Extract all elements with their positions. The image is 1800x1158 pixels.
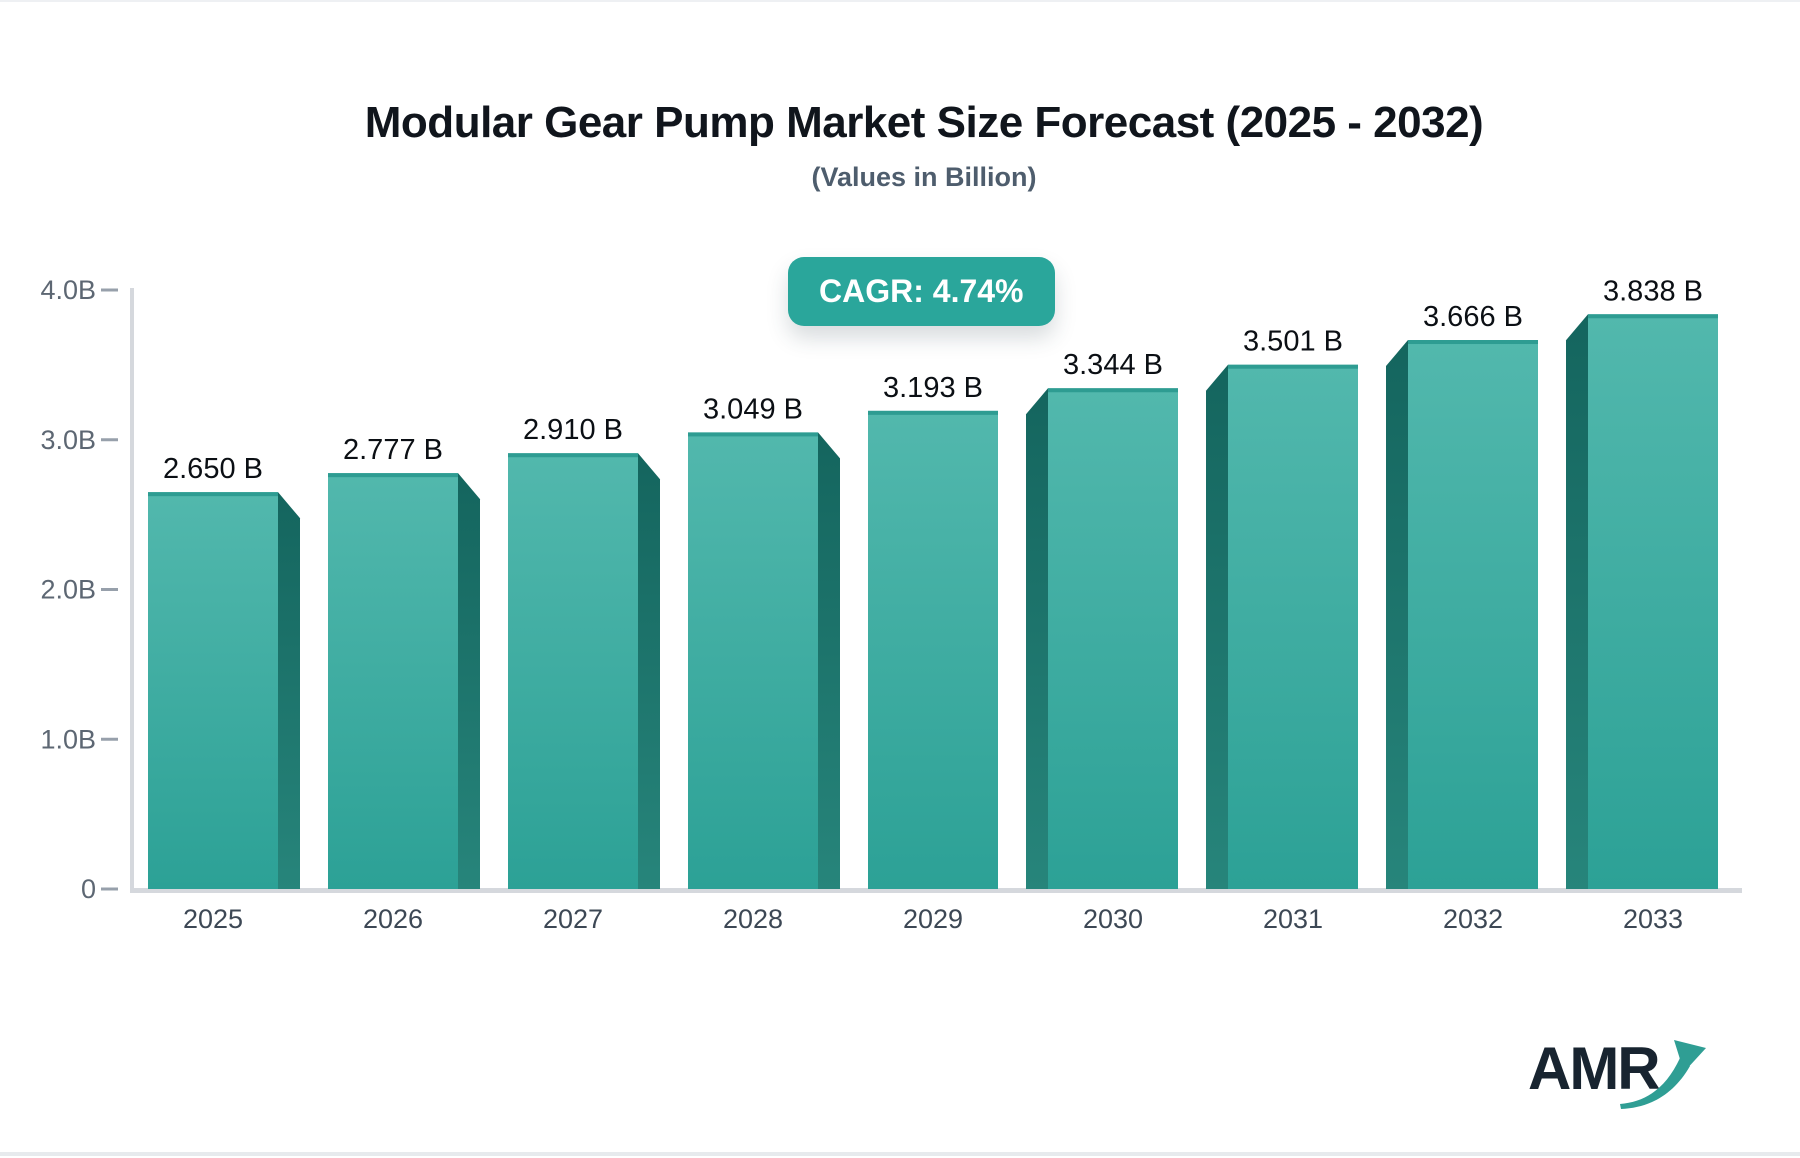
y-tick-label: 4.0B bbox=[40, 275, 96, 305]
bar-value-label: 3.344 B bbox=[1063, 349, 1163, 381]
bar-top-edge bbox=[688, 432, 818, 437]
bar-value-label: 2.777 B bbox=[343, 434, 443, 466]
x-category-label: 2030 bbox=[1083, 904, 1143, 934]
bar-front-face bbox=[688, 432, 818, 889]
x-category-label: 2032 bbox=[1443, 904, 1503, 934]
bar-value-label: 3.193 B bbox=[883, 372, 983, 404]
chart-subtitle: (Values in Billion) bbox=[811, 162, 1037, 192]
bar-top-edge bbox=[1228, 364, 1358, 369]
bar-side-face bbox=[1386, 340, 1408, 890]
x-category-label: 2025 bbox=[183, 904, 243, 934]
bar-top-edge bbox=[508, 453, 638, 458]
bar-top-edge bbox=[148, 492, 278, 497]
y-tick-label: 1.0B bbox=[40, 724, 96, 754]
bar-side-face bbox=[638, 453, 660, 889]
bar-top-edge bbox=[868, 410, 998, 415]
logo-text: AMR bbox=[1528, 1035, 1661, 1102]
bar-front-face bbox=[1048, 388, 1178, 889]
bar-2025 bbox=[148, 492, 300, 889]
bottom-divider bbox=[0, 1152, 1800, 1156]
bar-front-face bbox=[868, 410, 998, 889]
bar-front-face bbox=[1408, 340, 1538, 890]
bar-value-label: 3.666 B bbox=[1423, 301, 1523, 333]
bar-value-label: 2.650 B bbox=[163, 453, 263, 485]
bar-top-edge bbox=[1408, 340, 1538, 345]
y-tick-label: 3.0B bbox=[40, 425, 96, 455]
bar-value-label: 3.838 B bbox=[1603, 275, 1703, 307]
bar-2030 bbox=[1026, 388, 1178, 889]
bar-value-label: 3.049 B bbox=[703, 393, 803, 425]
x-category-label: 2027 bbox=[543, 904, 603, 934]
bar-2028 bbox=[688, 432, 840, 889]
brand-logo: AMR bbox=[1528, 1034, 1728, 1124]
x-category-label: 2031 bbox=[1263, 904, 1323, 934]
growth-arrow-icon bbox=[1620, 1040, 1706, 1109]
bar-2032 bbox=[1386, 340, 1538, 890]
bar-side-face bbox=[458, 473, 480, 889]
x-category-label: 2029 bbox=[903, 904, 963, 934]
bar-2029 bbox=[868, 410, 998, 889]
bar-2031 bbox=[1206, 364, 1358, 890]
bar-front-face bbox=[328, 473, 458, 889]
x-category-label: 2028 bbox=[723, 904, 783, 934]
plot-area: 0 1.0B 2.0B 3.0B 4.0B 2.650 B 2025 2.777 B 2026 2… bbox=[40, 275, 1742, 934]
x-category-label: 2033 bbox=[1623, 904, 1683, 934]
bar-value-label: 3.501 B bbox=[1243, 326, 1343, 358]
bar-top-edge bbox=[1048, 388, 1178, 393]
cagr-badge: CAGR: 4.74% bbox=[788, 257, 1055, 326]
bar-front-face bbox=[1228, 364, 1358, 890]
bar-side-face bbox=[1026, 388, 1048, 889]
y-tick-label: 0 bbox=[81, 874, 96, 904]
bar-front-face bbox=[508, 453, 638, 889]
bar-front-face bbox=[148, 492, 278, 889]
x-category-label: 2026 bbox=[363, 904, 423, 934]
chart-header: Modular Gear Pump Market Size Forecast (… bbox=[0, 98, 1800, 193]
bar-2033 bbox=[1566, 314, 1718, 889]
bar-value-label: 2.910 B bbox=[523, 414, 623, 446]
bar-side-face bbox=[818, 432, 840, 889]
bar-side-face bbox=[1566, 314, 1588, 889]
bar-2027 bbox=[508, 453, 660, 889]
y-tick-label: 2.0B bbox=[40, 575, 96, 605]
bar-side-face bbox=[278, 492, 300, 889]
chart-title: Modular Gear Pump Market Size Forecast (… bbox=[364, 98, 1484, 147]
bar-front-face bbox=[1588, 314, 1718, 889]
bar-side-face bbox=[1206, 364, 1228, 890]
bar-2026 bbox=[328, 473, 480, 889]
bar-top-edge bbox=[1588, 314, 1718, 319]
bar-top-edge bbox=[328, 473, 458, 478]
